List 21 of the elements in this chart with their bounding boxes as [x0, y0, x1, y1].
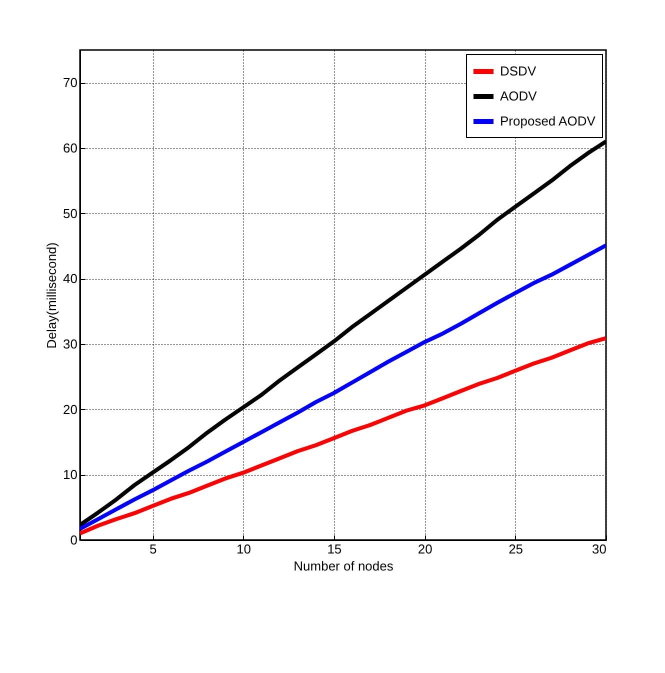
y-tick-label: 10	[63, 467, 78, 482]
y-tick-label: 0	[70, 532, 78, 548]
x-tick-label: 15	[327, 542, 342, 556]
line-series	[80, 336, 606, 536]
legend-label: DSDV	[500, 64, 536, 78]
legend-label: Proposed AODV	[500, 114, 596, 128]
y-tick-label: 70	[63, 75, 78, 90]
y-tick-label: 40	[63, 271, 78, 286]
x-tick-label: 20	[418, 542, 432, 556]
x-tick-label: 10	[236, 542, 251, 556]
legend-label: AODV	[500, 88, 538, 104]
x-tick-label: 30	[592, 542, 606, 556]
x-tick-label: 5	[149, 542, 157, 556]
y-tick-label: 20	[63, 402, 78, 417]
x-tick-label: 25	[508, 542, 524, 556]
x-axis-title: Number of nodes	[294, 558, 394, 574]
y-tick-label: 50	[63, 206, 78, 221]
y-axis-title: Delay(millisecond)	[44, 242, 60, 349]
y-tick-label: 60	[63, 140, 78, 156]
y-tick-label: 30	[63, 336, 78, 352]
line-series	[80, 243, 606, 531]
